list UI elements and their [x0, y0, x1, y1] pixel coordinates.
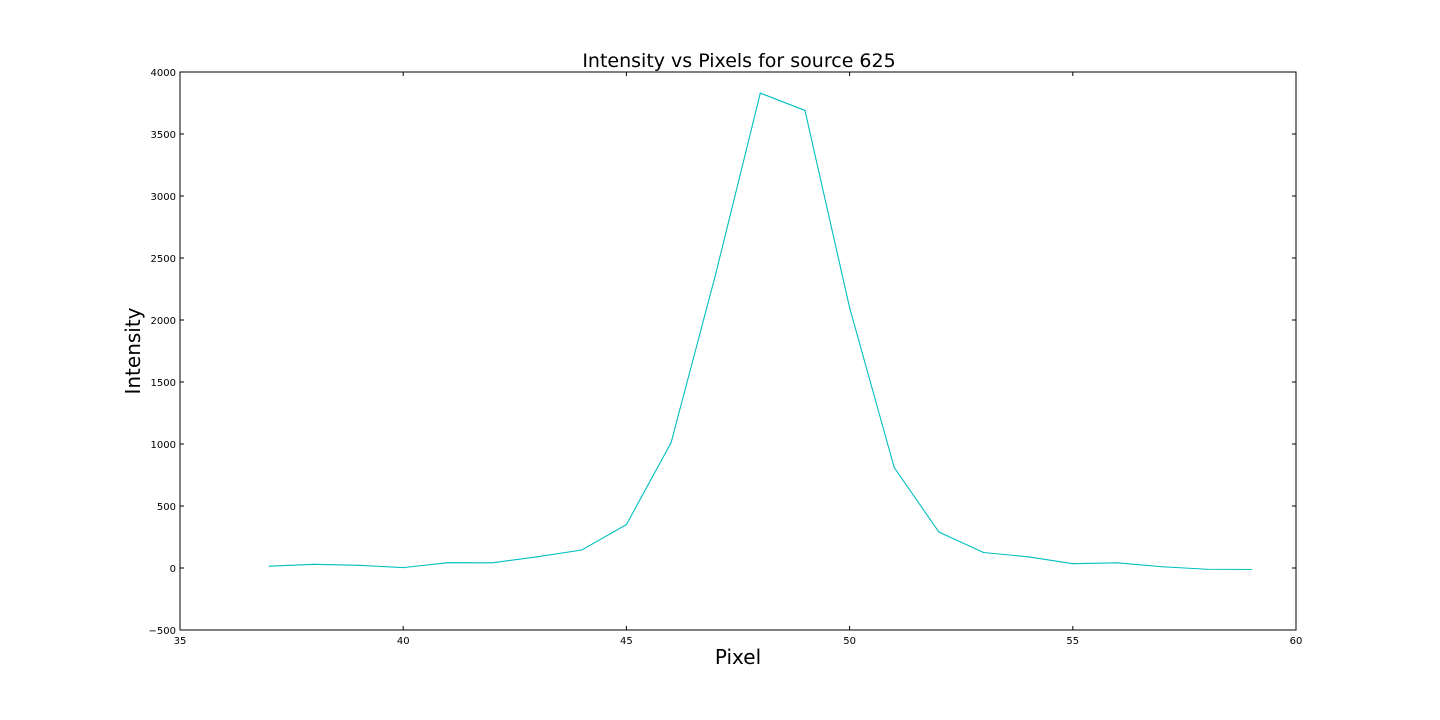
data-point [893, 466, 895, 469]
x-tick-label: 50 [843, 636, 856, 647]
data-point [357, 564, 360, 566]
data-point [1161, 566, 1163, 568]
y-tick-label: 3500 [151, 130, 176, 141]
data-point [313, 563, 315, 565]
data-point [491, 562, 494, 564]
data-point [670, 442, 672, 444]
data-point [1250, 568, 1252, 571]
x-tick-label: 35 [174, 636, 187, 647]
data-point [1206, 568, 1208, 570]
data-point [938, 531, 940, 533]
x-tick-label: 55 [1066, 636, 1079, 647]
y-axis-title: Intensity [121, 307, 145, 394]
x-tick-label: 40 [397, 636, 410, 647]
data-point [402, 567, 404, 569]
data-point [849, 307, 851, 309]
y-tick-label: 500 [157, 502, 176, 513]
data-point [581, 549, 583, 551]
data-point [625, 524, 628, 526]
data-point [715, 273, 717, 275]
x-axis-title: Pixel [715, 645, 761, 669]
data-point [1116, 562, 1119, 564]
y-tick-label: 4000 [151, 68, 176, 79]
y-tick-label: 1500 [151, 378, 176, 389]
data-point [982, 551, 985, 554]
data-point [268, 565, 270, 567]
y-tick-label: 0 [170, 564, 176, 575]
data-point [1072, 563, 1074, 565]
y-tick-label: −500 [149, 626, 176, 637]
x-tick-label: 45 [620, 636, 633, 647]
data-point [804, 109, 806, 112]
plot-frame [179, 71, 1297, 631]
data-point [759, 92, 761, 94]
series-layer [268, 92, 1252, 571]
data-point [447, 562, 449, 564]
ticks-layer: 35 40 45 50 55 60 −500 0 500 1000 1500 2000 2500 3000… [149, 68, 1303, 647]
y-tick-label: 2500 [151, 254, 176, 265]
x-tick-label: 60 [1290, 636, 1303, 647]
y-tick-label: 2000 [151, 316, 176, 327]
data-point [1027, 556, 1029, 558]
y-tick-label: 1000 [151, 440, 176, 451]
y-tick-label: 3000 [151, 192, 176, 203]
chart-title: Intensity vs Pixels for source 625 [582, 50, 895, 72]
data-point [536, 556, 538, 558]
